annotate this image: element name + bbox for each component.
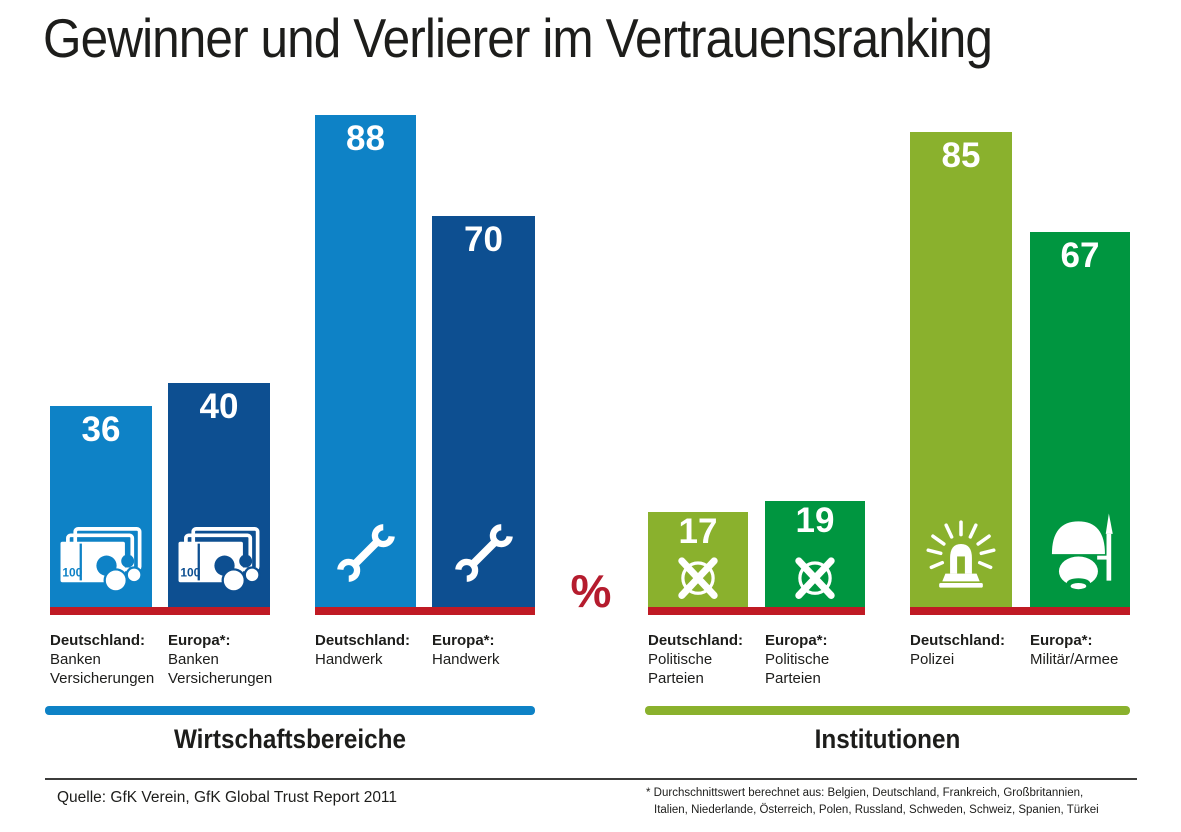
bar-value: 85 [941,136,981,175]
group-underline-wirtschaftsbereiche [45,706,535,715]
bar-value: 70 [464,220,503,259]
bar-label: Europa*: Handwerk [432,632,500,668]
group-underline-institutionen [645,706,1130,715]
group-label-institutionen: Institutionen [814,724,961,754]
ballot-cross-icon [795,557,835,599]
bar-eu-handwerk: 70 [432,216,535,607]
bar-de-banken: 36 100 [50,406,152,607]
bar-label: Deutschland: Politische Parteien [648,632,744,687]
baseline-strip [910,607,1130,615]
baseline-strip [648,607,865,615]
police-siren-icon [926,520,996,588]
bar-de-handwerk: 88 [315,115,416,607]
banknotes-icon: 100 [60,527,143,593]
group-label-wirtschaftsbereiche: Wirtschaftsbereiche [173,724,407,754]
bar-label: Deutschland: Polizei [910,632,1006,668]
bar-label: Europa*: Militär/Armee [1030,632,1119,668]
bar-chart: 36 100 40 100 [50,115,1130,687]
bar-de-parteien: 17 [648,512,748,607]
percent-symbol: % [570,565,612,617]
baseline-strip [315,607,535,615]
baseline-strip [50,607,270,615]
bar-value: 88 [346,119,385,158]
wrench-icon [336,524,395,582]
source-note: Quelle: GfK Verein, GfK Global Trust Rep… [57,789,398,806]
bar-value: 17 [678,512,718,551]
bar-eu-banken: 40 100 [168,383,270,607]
footnote: * Durchschnittswert berechnet aus: Belgi… [646,787,1099,816]
banknotes-icon: 100 [178,527,261,593]
bar-eu-parteien: 19 [765,501,865,607]
bar-label: Deutschland: Handwerk [315,632,411,668]
bar-value: 36 [81,410,121,449]
bar-eu-militaer: 67 [1030,232,1130,607]
svg-text:100: 100 [180,566,200,580]
bar-label: Europa*: Politische Parteien [765,632,830,687]
bar-value: 40 [199,387,239,426]
soldier-helmet-icon [1051,513,1113,590]
wrench-icon [454,524,513,582]
bar-label: Deutschland: Banken Versicherungen [50,632,155,687]
bar-value: 19 [795,501,835,540]
bar-value: 67 [1060,236,1100,275]
footer-divider [45,778,1137,780]
ballot-cross-icon [678,557,718,599]
bar-de-polizei: 85 [910,132,1012,607]
page-title: Gewinner und Verlierer im Vertrauensrank… [43,7,993,69]
bar-label: Europa*: Banken Versicherungen [168,632,273,687]
svg-text:100: 100 [62,566,82,580]
